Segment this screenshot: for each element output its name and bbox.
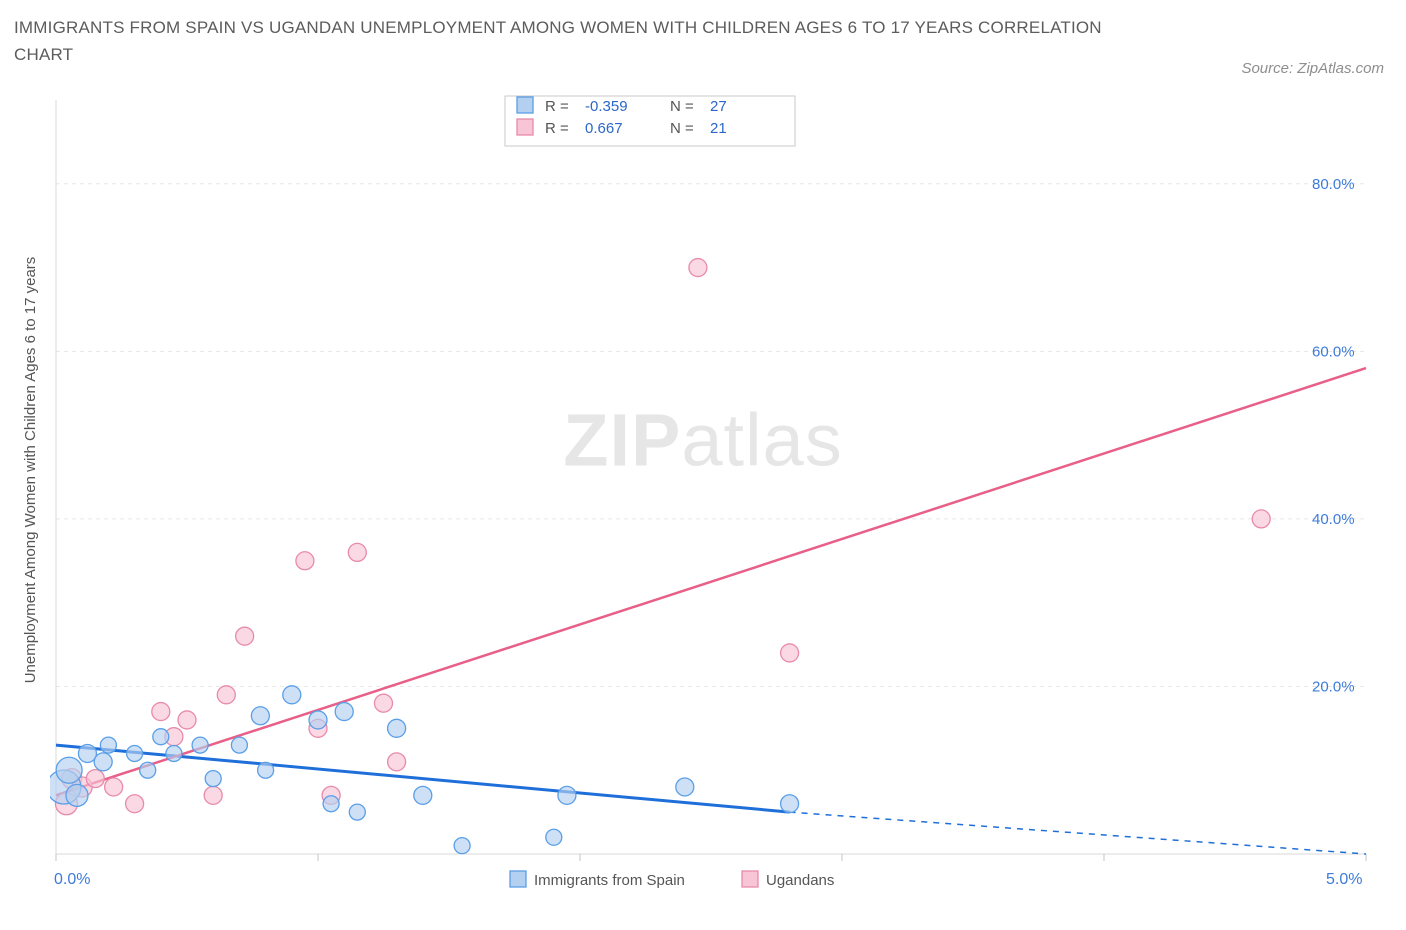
point-spain [546,829,562,845]
legend-r-label: R = [545,98,569,115]
point-spain [335,703,353,721]
point-spain [56,757,82,783]
point-spain [414,786,432,804]
point-ugandans [375,694,393,712]
point-spain [781,795,799,813]
point-ugandans [217,686,235,704]
point-spain [258,762,274,778]
point-spain [309,711,327,729]
trendline-blue-extrap [790,812,1366,854]
legend-n-value: 21 [710,120,727,137]
legend-n-value: 27 [710,98,727,115]
point-ugandans [1252,510,1270,528]
source-credit: Source: ZipAtlas.com [1241,60,1384,77]
point-spain [283,686,301,704]
point-spain [192,737,208,753]
bottom-legend-label: Ugandans [766,872,834,889]
point-ugandans [348,543,366,561]
y-tick-label: 60.0% [1312,343,1355,360]
point-spain [349,804,365,820]
point-ugandans [204,786,222,804]
point-spain [166,745,182,761]
bottom-legend-swatch [742,871,758,887]
point-spain [231,737,247,753]
point-ugandans [296,552,314,570]
legend-n-label: N = [670,120,694,137]
legend-r-label: R = [545,120,569,137]
point-spain [323,796,339,812]
point-ugandans [689,259,707,277]
point-ugandans [126,795,144,813]
point-spain [94,753,112,771]
point-spain [251,707,269,725]
y-tick-label: 20.0% [1312,678,1355,695]
point-ugandans [152,703,170,721]
point-spain [66,784,88,806]
point-ugandans [105,778,123,796]
point-spain [205,771,221,787]
point-ugandans [178,711,196,729]
point-ugandans [86,770,104,788]
point-spain [153,729,169,745]
x-tick-label: 0.0% [54,871,90,888]
point-spain [454,838,470,854]
x-tick-label: 5.0% [1326,871,1362,888]
point-spain [100,737,116,753]
point-spain [127,745,143,761]
point-ugandans [236,627,254,645]
point-ugandans [388,753,406,771]
legend-swatch [517,119,533,135]
legend-r-value: 0.667 [585,120,623,137]
legend-r-value: -0.359 [585,98,628,115]
point-spain [558,786,576,804]
plot-svg: 0.0% 5.0% 20.0% 40.0% 60.0% 80.0% R = -0.359 N =… [50,92,1380,892]
bottom-legend-label: Immigrants from Spain [534,872,685,889]
legend-n-label: N = [670,98,694,115]
bottom-legend-swatch [510,871,526,887]
scatter-plot: 0.0% 5.0% 20.0% 40.0% 60.0% 80.0% R = -0.359 N =… [50,92,1380,892]
y-tick-label: 40.0% [1312,511,1355,528]
chart-title: IMMIGRANTS FROM SPAIN VS UGANDAN UNEMPLO… [14,14,1134,68]
point-spain [140,762,156,778]
trendline-pink [56,368,1366,795]
point-ugandans [781,644,799,662]
point-spain [388,719,406,737]
legend-swatch [517,97,533,113]
y-axis-label: Unemployment Among Women with Children A… [22,257,39,684]
point-spain [676,778,694,796]
y-tick-label: 80.0% [1312,176,1355,193]
